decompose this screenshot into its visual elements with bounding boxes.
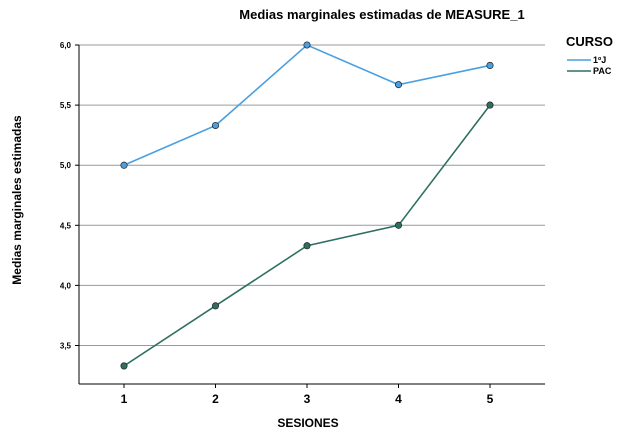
legend-title: CURSO <box>566 34 613 49</box>
y-tick-label: 5,5 <box>60 101 72 110</box>
y-axis-label: Medias marginales estimadas <box>10 115 24 285</box>
chart-title: Medias marginales estimadas de MEASURE_1 <box>239 7 524 22</box>
data-point <box>120 161 128 169</box>
y-tick-label: 3,5 <box>60 342 72 351</box>
legend-label: PAC <box>593 66 612 76</box>
y-tick-label: 6,0 <box>60 41 72 50</box>
data-point <box>486 101 494 109</box>
data-point <box>211 302 220 310</box>
series-2 <box>120 101 494 370</box>
data-point <box>303 242 311 250</box>
x-tick-label: 3 <box>304 392 311 406</box>
series-1 <box>120 41 494 169</box>
data-point <box>486 61 494 69</box>
y-tick-label: 4,0 <box>60 281 72 290</box>
data-point <box>120 362 128 370</box>
x-axis-label: SESIONES <box>277 416 338 430</box>
y-ticks: 3,5 4,0 4,5 5,0 5,5 6,0 <box>60 41 79 351</box>
data-point <box>394 221 403 229</box>
gridlines <box>79 44 545 346</box>
x-tick-label: 5 <box>487 392 494 406</box>
data-point <box>211 121 220 130</box>
y-tick-label: 5,0 <box>60 161 72 170</box>
x-tick-label: 1 <box>121 392 128 406</box>
x-tick-label: 2 <box>212 392 219 406</box>
series-layer <box>120 41 494 370</box>
legend-label: 1ºJ <box>593 55 606 65</box>
data-point <box>394 81 403 89</box>
x-tick-label: 4 <box>395 392 402 406</box>
series-line <box>123 104 491 367</box>
x-ticks: 1 2 3 4 5 <box>121 384 494 406</box>
y-tick-label: 4,5 <box>60 221 72 230</box>
data-point <box>303 41 311 49</box>
